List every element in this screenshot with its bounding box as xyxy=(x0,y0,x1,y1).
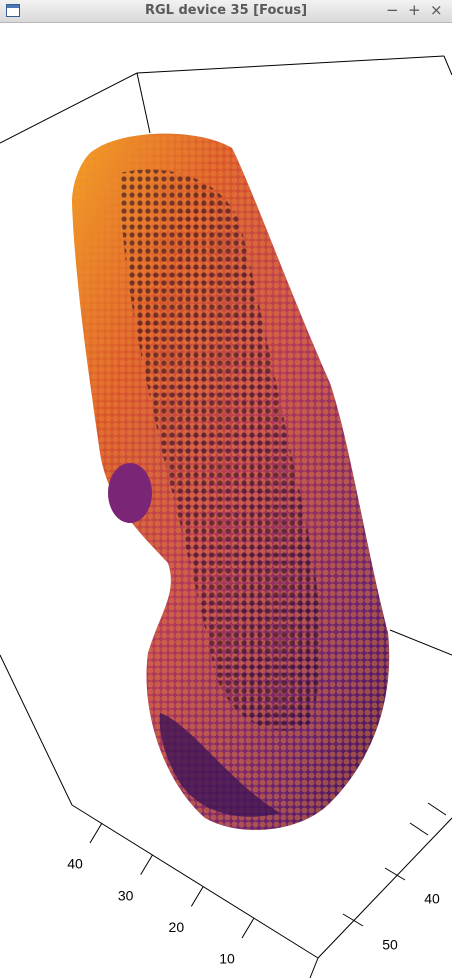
tick-mark xyxy=(384,867,406,881)
minimize-button[interactable]: − xyxy=(386,1,399,19)
edge-tick xyxy=(409,822,429,836)
tick-mark xyxy=(342,913,364,927)
rgl-plot: 10 20 30 40 40 50 xyxy=(0,55,452,978)
window-icon[interactable] xyxy=(6,4,20,17)
tick-label: 40 xyxy=(67,856,83,872)
edge-tick xyxy=(427,802,447,816)
tick-label: 10 xyxy=(219,951,235,967)
close-button[interactable]: × xyxy=(430,1,443,19)
point-cloud xyxy=(72,133,390,830)
point-cloud-shadow xyxy=(159,713,280,817)
tick-label: 20 xyxy=(169,919,185,935)
tick-label: 30 xyxy=(118,887,134,903)
tick-label: 50 xyxy=(382,937,398,953)
bounding-box xyxy=(0,55,452,978)
point-cloud-dark-points xyxy=(120,169,321,731)
tick-label: 40 xyxy=(424,891,440,907)
point-cloud-patch xyxy=(108,463,152,523)
tick-mark xyxy=(241,917,255,939)
window-title: RGL device 35 [Focus] xyxy=(144,3,308,18)
tick-mark xyxy=(89,822,103,844)
tick-mark xyxy=(190,886,204,907)
title-bar: RGL device 35 [Focus] − + × xyxy=(0,0,452,23)
tick-mark xyxy=(140,854,154,875)
maximize-button[interactable]: + xyxy=(408,1,421,19)
